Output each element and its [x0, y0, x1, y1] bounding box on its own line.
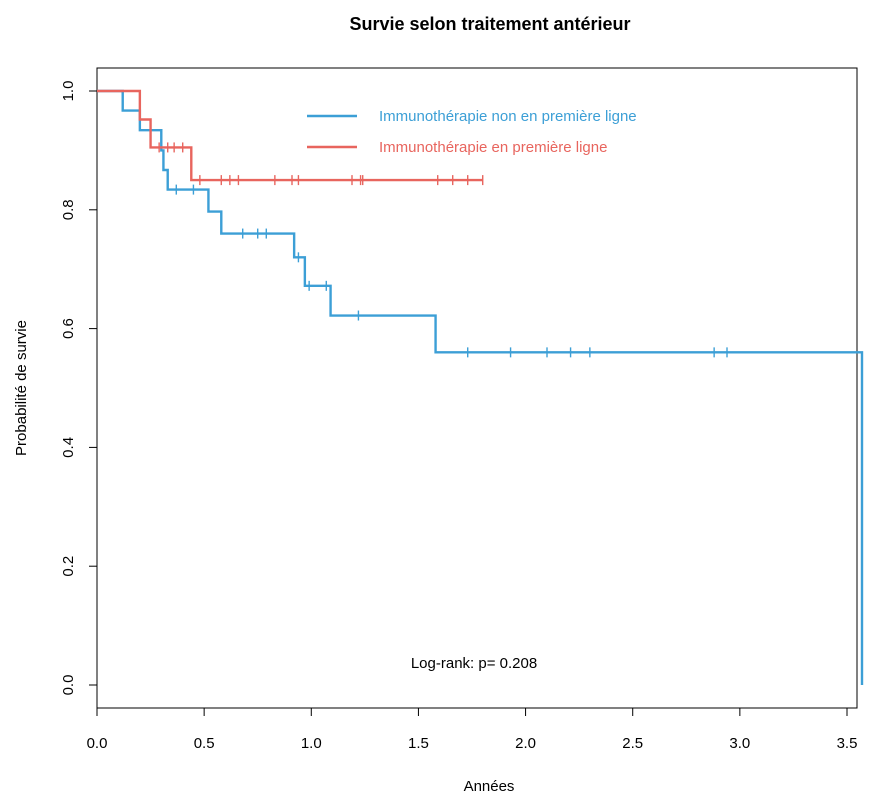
x-tick-label: 0.0 [87, 735, 108, 752]
x-tick-label: 1.0 [301, 735, 322, 752]
chart-title: Survie selon traitement antérieur [349, 14, 630, 34]
x-axis-label: Années [464, 778, 515, 795]
y-tick-label: 1.0 [60, 81, 77, 102]
legend: Immunothérapie non en première ligne Immu… [307, 108, 637, 156]
x-tick-label: 0.5 [194, 735, 215, 752]
x-tick-label: 1.5 [408, 735, 429, 752]
series-layer [97, 89, 864, 685]
series-line-0 [97, 89, 864, 685]
censor-marks [158, 142, 728, 358]
y-tick-label: 0.8 [60, 199, 77, 220]
x-tick-label: 2.5 [622, 735, 643, 752]
y-tick-label: 0.0 [60, 675, 77, 696]
series-line-1 [97, 89, 483, 182]
y-tick-label: 0.6 [60, 318, 77, 339]
y-tick-label: 0.2 [60, 556, 77, 577]
y-axis: 0.0 0.2 0.4 0.6 0.8 1.0 [60, 81, 98, 696]
x-tick-label: 3.5 [837, 735, 858, 752]
logrank-annotation: Log-rank: p= 0.208 [411, 655, 537, 672]
plot-frame [96, 67, 858, 709]
x-axis: 0.0 0.5 1.0 1.5 2.0 2.5 3.0 3.5 [87, 707, 858, 752]
legend-label-1: Immunothérapie en première ligne [379, 139, 607, 156]
y-axis-label: Probabilité de survie [13, 320, 30, 456]
legend-label-0: Immunothérapie non en première ligne [379, 108, 637, 125]
y-tick-label: 0.4 [60, 437, 77, 458]
x-tick-label: 2.0 [515, 735, 536, 752]
x-tick-label: 3.0 [729, 735, 750, 752]
